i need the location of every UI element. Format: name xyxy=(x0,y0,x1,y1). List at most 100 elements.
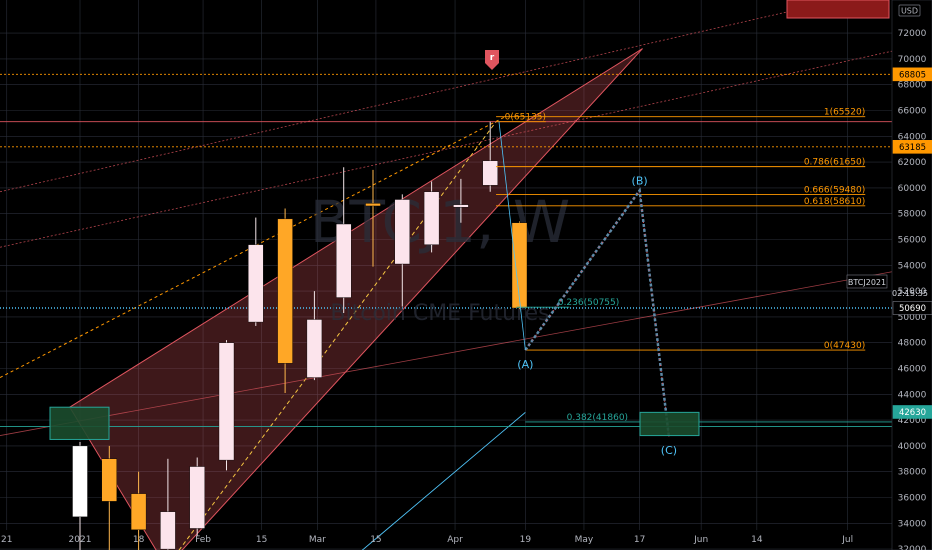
price-tick-label: 34000 xyxy=(898,519,927,529)
price-tick-label: 50000 xyxy=(898,313,927,323)
fib-label: 0.786(61650) xyxy=(804,158,865,168)
trend-lines xyxy=(0,0,893,550)
price-tick-label: 68000 xyxy=(898,81,927,91)
candle-down xyxy=(130,493,147,530)
wave-label: (C) xyxy=(661,444,677,457)
wave-label: (A) xyxy=(517,358,533,371)
time-tick-label: 17 xyxy=(634,535,645,545)
price-tick-label: 38000 xyxy=(898,468,927,478)
price-tick-label: 70000 xyxy=(898,55,927,65)
target-box-right xyxy=(639,411,700,437)
candle-down xyxy=(511,222,528,309)
candle-up xyxy=(394,199,410,265)
price-tick-label: 62000 xyxy=(898,158,927,168)
candle-up xyxy=(218,342,235,461)
candle-up xyxy=(306,319,323,378)
price-tick-label: 44000 xyxy=(898,390,927,400)
price-tag-label: 42630 xyxy=(899,408,926,418)
price-tick-label: 54000 xyxy=(898,261,927,271)
fib-label: 0.236(50755) xyxy=(558,298,619,308)
fib-label: 0(47430) xyxy=(824,341,865,351)
time-tick-label: Apr xyxy=(447,535,463,545)
fib-label: 0.666(59480) xyxy=(804,186,865,196)
price-axis-ticks: 32000 34000 36000 38000 40000 42000 44000 46000… xyxy=(898,29,927,550)
wedge-pattern xyxy=(0,48,643,550)
fib-label: 1(65520) xyxy=(824,108,865,118)
symbol-tag: BTCJ2021 xyxy=(848,278,886,287)
time-tick-label: 2021 xyxy=(69,535,92,545)
time-tick-label: 15 xyxy=(370,535,381,545)
price-tick-label: 32000 xyxy=(898,545,927,550)
price-tick-label: 60000 xyxy=(898,184,927,194)
flag-marker-icon xyxy=(485,50,499,70)
price-axis[interactable] xyxy=(891,0,932,550)
candle-up xyxy=(72,445,88,518)
currency-badge[interactable]: USD xyxy=(898,4,921,17)
price-tick-label: 58000 xyxy=(898,210,927,220)
price-tick-label: 64000 xyxy=(898,132,927,142)
price-tick-label: 72000 xyxy=(898,29,927,39)
candle-up xyxy=(336,223,352,298)
wave-label: (B) xyxy=(632,174,648,187)
time-tick-label: May xyxy=(575,535,594,545)
time-tick-label: Feb xyxy=(195,535,211,545)
fib-label: 0.618(58610) xyxy=(804,197,865,207)
time-axis-ticks: 21 2021 18 Feb 15 Mar 15 Apr 19 May 17 Jun 14 Jul xyxy=(1,535,853,545)
candle-up xyxy=(248,244,264,323)
wave-path xyxy=(524,187,671,438)
time-tick-label: 14 xyxy=(751,535,763,545)
price-tick-label: 46000 xyxy=(898,365,927,375)
target-box-left xyxy=(49,406,110,440)
time-tick-label: Jul xyxy=(841,535,853,545)
flag-marker-label: r xyxy=(490,53,495,63)
price-tag-label: 63185 xyxy=(899,143,926,153)
wedge-fill xyxy=(69,48,643,550)
elliott-wave: (A) (B) (C) xyxy=(498,121,677,457)
time-tick-label: 18 xyxy=(133,535,145,545)
price-tick-label: 40000 xyxy=(898,442,927,452)
price-tick-label: 42000 xyxy=(898,416,927,426)
price-tag xyxy=(892,405,932,419)
time-tick-label: 19 xyxy=(520,535,532,545)
trend-line-upper xyxy=(0,0,842,193)
horizontal-levels xyxy=(0,73,892,427)
price-tick-label: 66000 xyxy=(898,107,927,117)
symbol-tag-group: BTCJ2021 xyxy=(846,274,888,289)
trend-line-lower xyxy=(0,271,893,436)
fib-label: 0.382(41860) xyxy=(567,413,628,423)
price-tag xyxy=(892,67,932,82)
time-tick-label: 21 xyxy=(1,535,12,545)
price-tag-label: 50690 xyxy=(899,304,926,314)
price-tick-label: 52000 xyxy=(898,287,927,297)
candle-up xyxy=(423,191,440,245)
time-tick-label: Mar xyxy=(309,535,326,545)
time-tick-label: 15 xyxy=(256,535,267,545)
price-tick-label: 36000 xyxy=(898,494,927,504)
candle-down xyxy=(365,203,381,207)
wave-leg-a xyxy=(498,121,526,351)
candle-up xyxy=(189,466,205,529)
price-tag xyxy=(892,301,932,315)
grid-lines xyxy=(0,0,892,550)
bar-countdown: 02:15:35 xyxy=(892,289,928,298)
time-tick-label: Jun xyxy=(693,535,708,545)
target-boxes xyxy=(49,406,700,440)
fibonacci-levels: 0(65135) 1(65520) 0.786(61650) 0.666(59480)… xyxy=(496,108,930,423)
price-tick-label: 48000 xyxy=(898,339,927,349)
candle-down xyxy=(277,218,293,364)
alert-box[interactable] xyxy=(786,0,890,19)
candle-up xyxy=(160,511,176,550)
markers: r xyxy=(485,50,499,70)
price-tag xyxy=(892,140,932,154)
wedge-median xyxy=(178,121,497,550)
candle-down xyxy=(101,458,118,502)
candles xyxy=(72,121,528,550)
fib-label: 0(65135) xyxy=(505,113,546,123)
trend-line-mid xyxy=(0,50,893,248)
price-tick-label: 56000 xyxy=(898,236,927,246)
trend-line-blue xyxy=(361,412,526,550)
candle-up xyxy=(453,204,469,208)
price-tag-label: 68805 xyxy=(899,70,926,80)
candle-up xyxy=(482,160,498,186)
